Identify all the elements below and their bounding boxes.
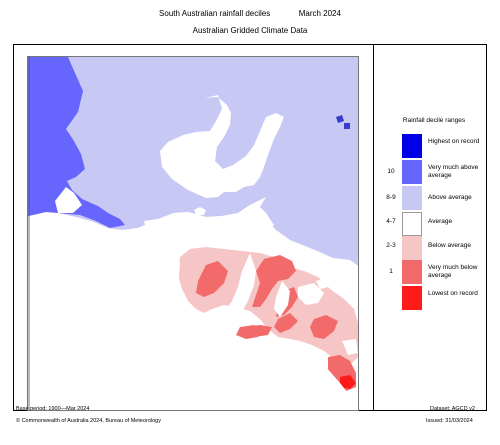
legend-swatch-very-much-below: [402, 260, 422, 284]
legend-label-above: Above average: [428, 194, 472, 201]
dataset: Dataset: AGCD v2: [430, 406, 475, 412]
legend-swatch-above: [402, 186, 422, 210]
gulf-st-vincent: [274, 281, 290, 317]
island-ne: [336, 115, 344, 123]
southern-sea: [28, 223, 358, 410]
legend-title: Rainfall decile ranges: [402, 117, 466, 124]
legend-divider: [373, 44, 374, 411]
patch-very-much-below-5: [274, 313, 298, 333]
average-pocket-2: [342, 339, 358, 355]
map-svg: [28, 57, 358, 410]
legend-value-very-much-below: 1: [389, 268, 393, 275]
land-average-south: [144, 205, 274, 253]
gulf-spencer: [218, 253, 256, 331]
patch-very-much-below-1: [196, 261, 228, 297]
title-date: March 2024: [298, 9, 341, 18]
legend-swatch-highest: [402, 134, 422, 158]
average-pocket-1: [298, 283, 324, 305]
legend-label-very-much-above: Very much above average: [428, 164, 479, 179]
legend-value-average: 4-7: [386, 218, 396, 225]
island-ne-2: [344, 123, 350, 129]
patch-very-much-below-2: [252, 255, 296, 307]
legend-label-highest: Highest on record: [428, 138, 480, 145]
land-very-much-above: [28, 57, 125, 228]
legend-swatch-very-much-above: [402, 160, 422, 184]
issued-date: Issued: 31/03/2024: [426, 418, 473, 424]
map-title: South Australian rainfall deciles March …: [0, 9, 500, 18]
average-pocket-west: [55, 187, 82, 213]
legend-value-below: 2-3: [386, 242, 396, 249]
legend-swatch-average: [402, 212, 422, 236]
copyright: © Commonwealth of Australia 2024, Bureau…: [16, 418, 161, 424]
legend-swatch-lowest: [402, 286, 422, 310]
legend-label-below: Below average: [428, 242, 471, 249]
legend-value-very-much-above: 10: [387, 168, 395, 175]
map-subtitle: Australian Gridded Climate Data: [192, 26, 308, 35]
patch-lowest-on-record: [340, 375, 356, 389]
title-text: South Australian rainfall deciles: [159, 9, 271, 18]
rainfall-map: [27, 56, 359, 411]
legend-swatch-below: [402, 236, 422, 260]
kangaroo-island: [242, 325, 272, 337]
legend-label-average: Average: [428, 218, 453, 225]
legend-value-above: 8-9: [386, 194, 396, 201]
base-period: Base period: 1900—Mar 2024: [16, 406, 90, 412]
average-island-small: [194, 207, 206, 215]
average-pocket-3: [316, 279, 328, 289]
legend-label-lowest: Lowest on record: [428, 290, 478, 297]
land-average: [160, 95, 284, 198]
legend-label-very-much-below: Very much below average: [428, 264, 478, 279]
patch-very-much-below-6: [310, 315, 338, 339]
